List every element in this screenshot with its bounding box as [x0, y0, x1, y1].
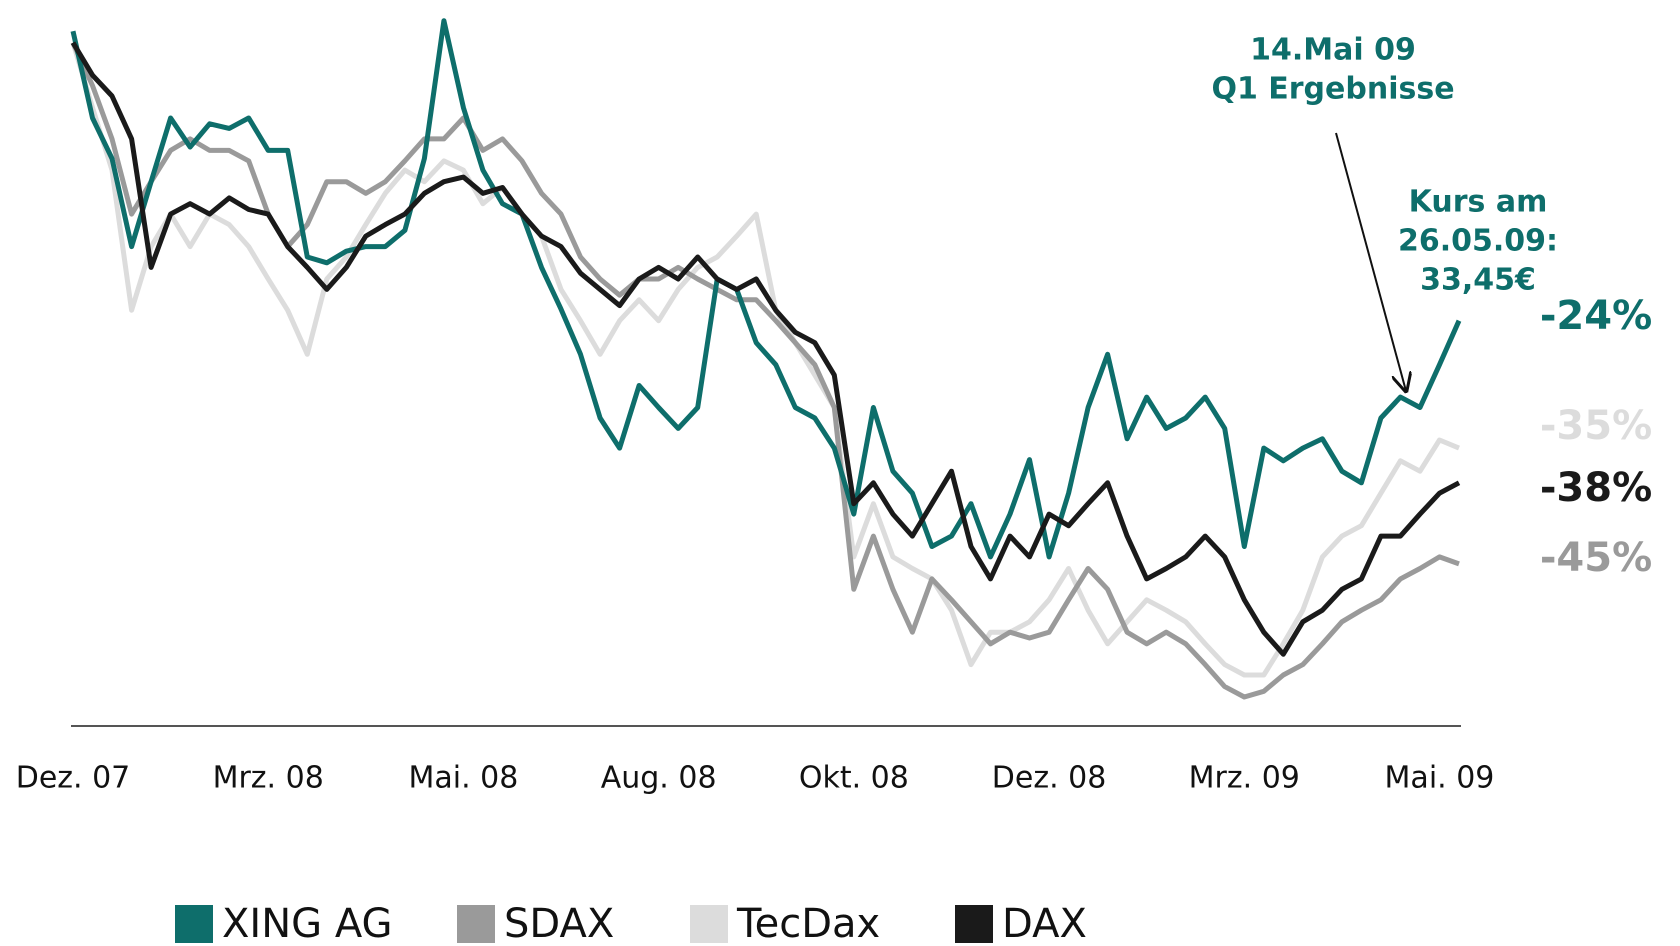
- legend-swatch: [457, 905, 495, 943]
- legend-label: TecDax: [736, 901, 880, 946]
- series-line: [70, 41, 1460, 678]
- annotation-arrow: [1335, 132, 1406, 391]
- series-line: [70, 41, 1461, 657]
- series-line: [70, 18, 1462, 560]
- x-tick-label: Mrz. 08: [213, 761, 324, 796]
- annotation: Kurs am: [1409, 185, 1548, 220]
- end-label: -35%: [1540, 403, 1652, 449]
- legend-label: XING AG: [222, 901, 393, 946]
- end-label: -38%: [1540, 465, 1652, 511]
- legend-label: DAX: [1002, 901, 1087, 946]
- x-tick-label: Mrz. 09: [1189, 761, 1300, 796]
- series-line: [70, 41, 1460, 700]
- x-tick-label: Mai. 08: [408, 761, 518, 796]
- end-label: -24%: [1540, 293, 1652, 339]
- annotation: 14.Mai 09: [1250, 33, 1416, 68]
- x-tick-label: Dez. 08: [992, 761, 1107, 796]
- end-label: -45%: [1540, 535, 1652, 581]
- x-tick-label: Aug. 08: [601, 761, 717, 796]
- x-tick-label: Dez. 07: [16, 761, 131, 796]
- annotation: 33,45€: [1420, 263, 1536, 298]
- annotation: Q1 Ergebnisse: [1211, 72, 1454, 107]
- legend-swatch: [175, 905, 213, 943]
- annotation: 26.05.09:: [1398, 224, 1558, 259]
- x-tick-label: Mai. 09: [1385, 761, 1495, 796]
- x-tick-label: Okt. 08: [799, 761, 909, 796]
- legend-swatch: [690, 905, 728, 943]
- legend-label: SDAX: [504, 901, 614, 946]
- legend-swatch: [955, 905, 993, 943]
